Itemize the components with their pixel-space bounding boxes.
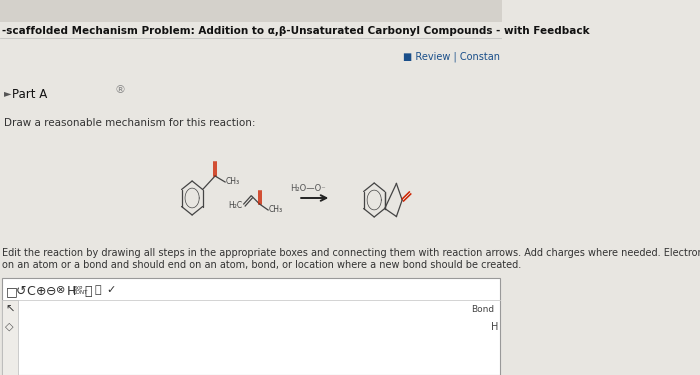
Text: ↖: ↖ — [5, 305, 15, 315]
Text: ⊖: ⊖ — [46, 285, 57, 298]
Text: Draw a reasonable mechanism for this reaction:: Draw a reasonable mechanism for this rea… — [4, 118, 255, 128]
Text: ❓: ❓ — [94, 285, 101, 295]
Text: H₂O—O⁻: H₂O—O⁻ — [290, 184, 326, 193]
Text: ►: ► — [4, 88, 11, 98]
Text: Edit the reaction by drawing all steps in the appropriate boxes and connecting t: Edit the reaction by drawing all steps i… — [2, 248, 700, 258]
Text: ■ Review | Constan: ■ Review | Constan — [403, 52, 500, 63]
Text: H₂C: H₂C — [228, 201, 242, 210]
Text: ⊗: ⊗ — [56, 285, 65, 295]
Text: ⊕: ⊕ — [36, 285, 46, 298]
Text: ⓘ: ⓘ — [85, 285, 92, 298]
Text: CH₃: CH₃ — [269, 206, 283, 214]
Text: ✓: ✓ — [106, 285, 116, 295]
Text: H: H — [66, 285, 76, 298]
Text: □: □ — [6, 285, 18, 298]
Bar — [2, 278, 500, 375]
Text: ◇: ◇ — [5, 322, 13, 332]
Bar — [0, 0, 502, 22]
Text: EXP: EXP — [72, 286, 83, 291]
Text: Part A: Part A — [12, 88, 48, 101]
Text: CH₃: CH₃ — [226, 177, 240, 186]
Text: on an atom or a bond and should end on an atom, bond, or location where a new bo: on an atom or a bond and should end on a… — [2, 260, 522, 270]
Text: ®: ® — [115, 85, 126, 95]
Text: C: C — [26, 285, 34, 298]
Bar — [2, 300, 18, 375]
Text: Bond: Bond — [472, 305, 495, 314]
Text: ↺: ↺ — [16, 285, 27, 298]
Text: H: H — [491, 322, 498, 332]
Text: CONT: CONT — [72, 290, 88, 295]
Text: -scaffolded Mechanism Problem: Addition to α,β-Unsaturated Carbonyl Compounds - : -scaffolded Mechanism Problem: Addition … — [2, 26, 590, 36]
